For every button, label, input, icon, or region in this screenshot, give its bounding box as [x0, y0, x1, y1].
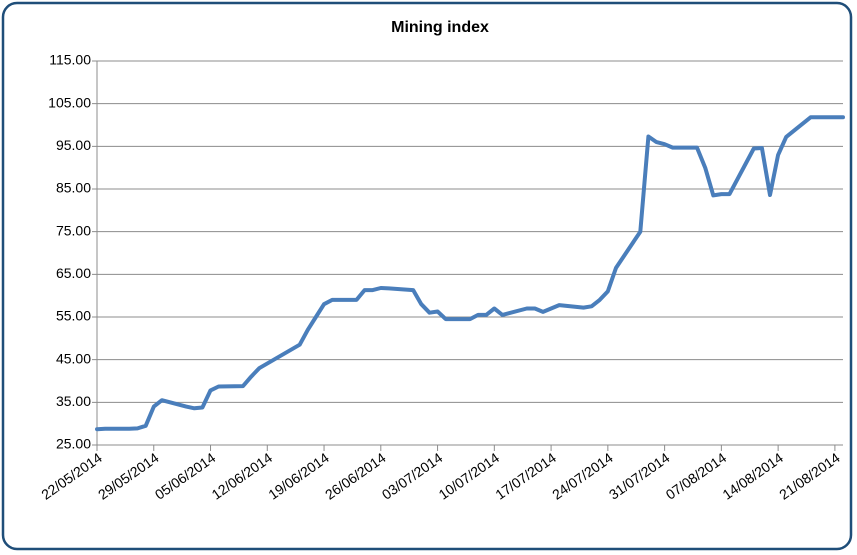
y-tick-label: 45.00: [56, 350, 91, 366]
y-tick-label: 35.00: [56, 393, 91, 409]
y-tick-label: 115.00: [49, 52, 91, 68]
y-tick-label: 65.00: [56, 265, 91, 281]
y-tick-label: 25.00: [56, 436, 91, 452]
line-series: [95, 115, 845, 432]
y-tick-label: 75.00: [56, 222, 91, 238]
chart-title: Mining index: [391, 19, 489, 36]
y-tick-label: 105.00: [48, 94, 91, 110]
y-tick-label: 85.00: [56, 180, 91, 196]
y-tick-label: 55.00: [56, 308, 91, 324]
y-tick-label: 95.00: [56, 137, 91, 153]
